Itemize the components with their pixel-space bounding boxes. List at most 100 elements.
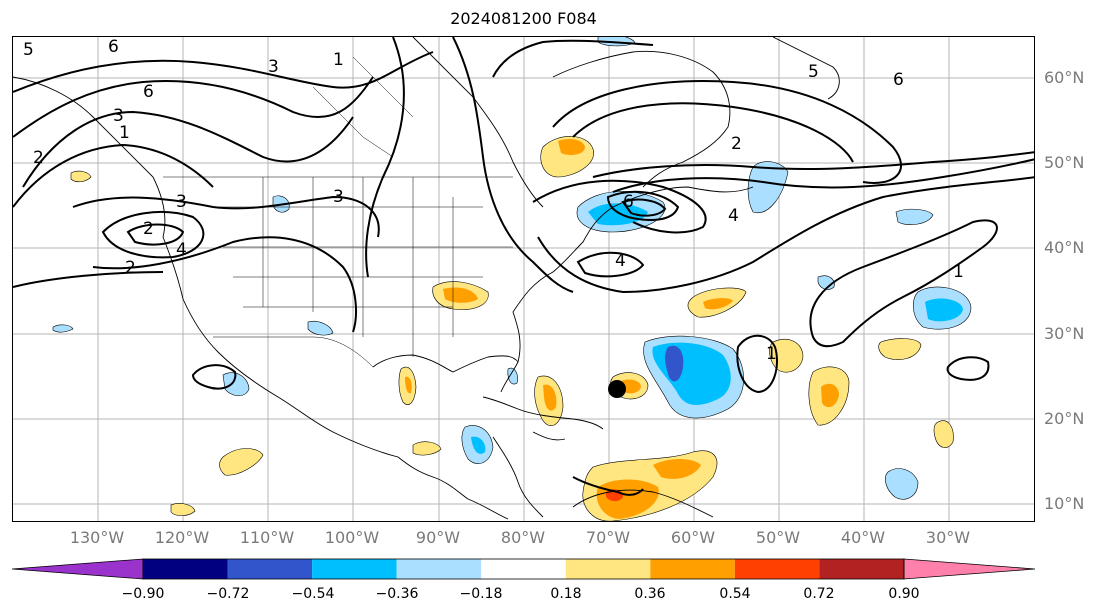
contour-labels: 6 5 3 1 2 3 2 4 2 3 6 3 1 2 6 4 5 6 4 1 … <box>23 37 964 364</box>
colorbar-segment <box>312 559 397 579</box>
political-borders <box>163 56 513 368</box>
anomaly-positive <box>543 384 557 411</box>
contour-label: 1 <box>766 344 777 364</box>
anomaly-positive <box>878 338 922 360</box>
lon-label-90w: 90°W <box>415 528 461 547</box>
contour-label: 2 <box>731 134 742 154</box>
lon-label-40w: 40°W <box>840 528 886 547</box>
contour-line <box>126 223 185 246</box>
contour-line <box>552 80 903 184</box>
contour-label: 5 <box>808 62 819 82</box>
lon-label-70w: 70°W <box>585 528 631 547</box>
contour-line <box>13 271 164 288</box>
graticule <box>13 37 1034 521</box>
anomaly-positive <box>558 139 585 155</box>
anomaly-positive <box>219 448 264 476</box>
colorbar-tick: 0.90 <box>888 586 920 602</box>
contour-label: 6 <box>893 70 904 90</box>
contour-label: 6 <box>623 192 634 212</box>
contour-line <box>191 364 237 390</box>
lon-label-30w: 30°W <box>925 528 971 547</box>
lon-label-110w: 110°W <box>239 528 295 547</box>
contour-line <box>621 198 667 217</box>
anomaly-negative <box>307 320 334 336</box>
anomaly-positive <box>70 170 92 183</box>
colorbar <box>12 558 1036 580</box>
contour-label: 1 <box>953 262 964 282</box>
anomaly-negative <box>588 203 648 226</box>
contour-line <box>72 195 380 238</box>
contour-label: 3 <box>268 57 279 77</box>
anomaly-negative <box>222 372 250 397</box>
anomaly-negative <box>471 436 486 454</box>
anomaly-negative <box>52 324 74 333</box>
map-canvas: 6 5 3 1 2 3 2 4 2 3 6 3 1 2 6 4 5 6 4 1 … <box>13 37 1034 521</box>
contour-label: 2 <box>33 148 44 168</box>
colorbar-extend-low <box>12 558 144 580</box>
colorbar-tick: 0.72 <box>803 586 835 602</box>
contour-line <box>946 356 990 381</box>
lat-label-60n: 60°N <box>1044 68 1085 87</box>
colorbar-tick: 0.36 <box>634 586 666 602</box>
colorbar-extend-high <box>903 558 1036 580</box>
anomaly-positive <box>170 503 196 516</box>
colorbar-segment <box>650 559 735 579</box>
contour-line <box>736 334 778 394</box>
lon-label-50w: 50°W <box>755 528 801 547</box>
contour-line <box>492 39 654 78</box>
contour-label: 4 <box>176 240 187 260</box>
contour-label: 4 <box>615 251 626 271</box>
coastlines <box>13 37 840 520</box>
anomaly-positive <box>821 383 839 408</box>
contour-line <box>576 251 645 278</box>
lat-label-40n: 40°N <box>1044 238 1085 257</box>
contour-label: 2 <box>143 219 154 239</box>
contour-label: 3 <box>176 192 187 212</box>
contour-label: 4 <box>728 206 739 226</box>
contour-line <box>572 476 644 496</box>
lon-label-60w: 60°W <box>670 528 716 547</box>
anomaly-negative <box>885 468 919 500</box>
contour-line <box>537 176 1034 294</box>
anomaly-negative <box>895 208 934 225</box>
contour-label: 6 <box>143 82 154 102</box>
contour-label: 3 <box>333 187 344 207</box>
colorbar-segment <box>734 559 820 579</box>
colorbar-tick: 0.54 <box>719 586 751 602</box>
lon-label-130w: 130°W <box>69 528 125 547</box>
contour-label: 1 <box>333 50 344 70</box>
contour-line <box>606 190 680 221</box>
colorbar-segment <box>227 559 313 579</box>
contour-line <box>572 102 854 163</box>
contour-label: 3 <box>113 106 124 126</box>
contour-line <box>13 76 374 138</box>
contour-line <box>365 37 405 278</box>
contour-line <box>612 158 1034 193</box>
anomaly-negative <box>507 367 518 385</box>
anomaly-negative <box>925 298 963 322</box>
colorbar-segments <box>12 558 1036 580</box>
anomaly-positive <box>443 287 478 303</box>
contour-label: 2 <box>125 258 136 278</box>
shaded-anomalies <box>52 37 972 521</box>
lat-label-20n: 20°N <box>1044 409 1085 428</box>
lon-label-120w: 120°W <box>154 528 210 547</box>
colorbar-segment <box>481 559 566 579</box>
anomaly-negative <box>665 345 684 382</box>
contour-line <box>532 179 707 234</box>
colorbar-tick: −0.54 <box>291 586 335 602</box>
lon-label-80w: 80°W <box>500 528 546 547</box>
map-panel: 6 5 3 1 2 3 2 4 2 3 6 3 1 2 6 4 5 6 4 1 … <box>12 36 1035 522</box>
colorbar-segment <box>143 559 228 579</box>
contour-line <box>592 151 1034 178</box>
contour-line <box>92 236 357 333</box>
contour-label: 5 <box>23 40 34 60</box>
contour-line <box>101 211 205 259</box>
anomaly-positive <box>405 376 412 394</box>
height-contours <box>13 37 1034 496</box>
colorbar-tick: −0.90 <box>121 586 165 602</box>
lat-label-30n: 30°N <box>1044 324 1085 343</box>
map-title: 2024081200 F084 <box>450 9 597 28</box>
lon-label-100w: 100°W <box>324 528 380 547</box>
colorbar-tick: −0.72 <box>206 586 250 602</box>
